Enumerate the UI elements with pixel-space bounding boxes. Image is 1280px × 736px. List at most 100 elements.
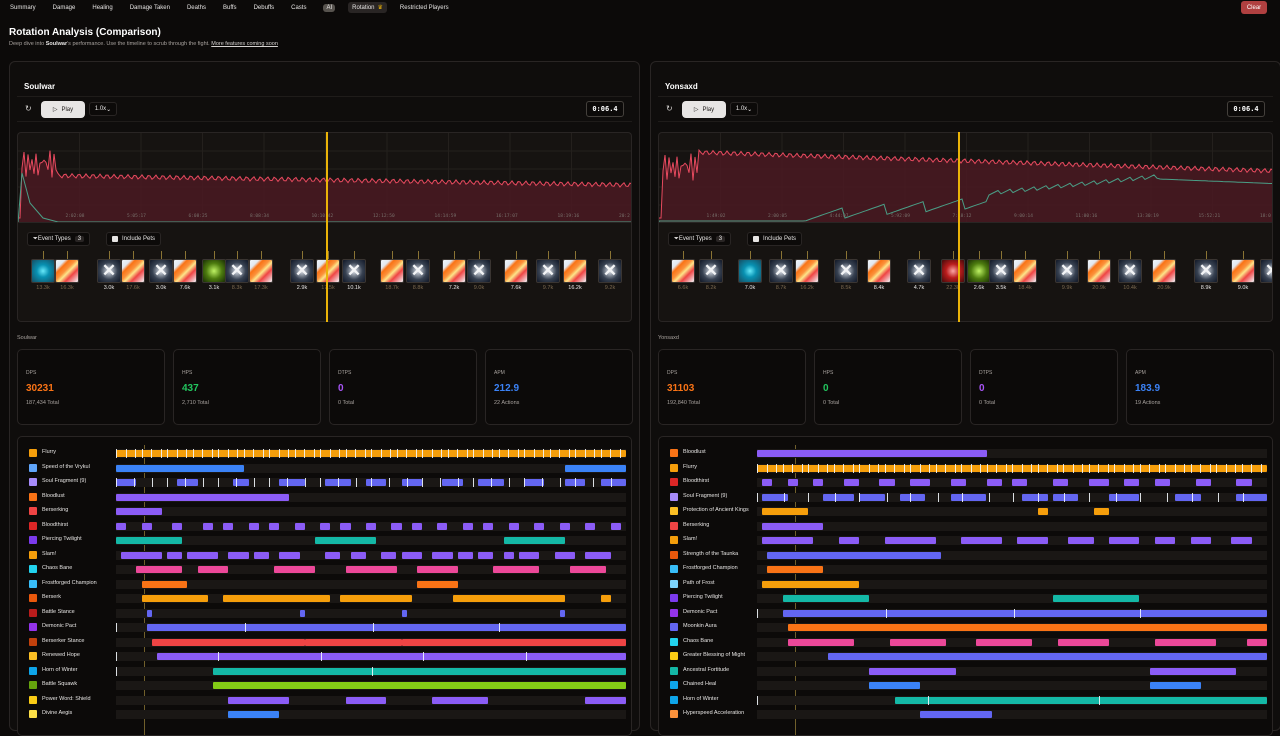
buff-bar[interactable] (141, 595, 208, 602)
buff-bar[interactable] (116, 464, 244, 472)
buff-bar[interactable] (838, 537, 859, 544)
event-spell-icon[interactable] (867, 259, 891, 283)
buff-track[interactable] (116, 608, 626, 618)
buff-bar[interactable] (279, 479, 305, 486)
buff-bar[interactable] (1012, 479, 1028, 486)
buff-bar[interactable] (212, 667, 626, 675)
buff-bar[interactable] (141, 522, 152, 530)
buff-bar[interactable] (116, 493, 290, 501)
buff-bar[interactable] (762, 508, 808, 515)
buff-bar[interactable] (253, 551, 269, 559)
buff-bar[interactable] (961, 537, 1002, 544)
event-spell-icon[interactable] (290, 259, 314, 283)
buff-track[interactable] (757, 579, 1267, 589)
buff-track[interactable] (116, 710, 626, 719)
buff-bar[interactable] (1154, 479, 1171, 486)
buff-bar[interactable] (534, 522, 545, 530)
buff-bar[interactable] (823, 493, 854, 501)
buff-track[interactable] (757, 507, 1267, 516)
buff-bar[interactable] (884, 537, 936, 544)
event-spell-icon[interactable] (504, 259, 528, 283)
buff-track[interactable] (116, 536, 626, 545)
buff-track[interactable] (116, 695, 626, 705)
buff-bar[interactable] (116, 522, 127, 530)
buff-track[interactable] (116, 521, 626, 531)
event-spell-icon[interactable] (834, 259, 858, 283)
event-spell-icon[interactable] (97, 259, 121, 283)
buff-track[interactable] (757, 710, 1267, 719)
play-button[interactable]: ▷ Play (41, 101, 85, 118)
nav-tab-summary[interactable]: Summary (10, 4, 36, 11)
buff-bar[interactable] (340, 595, 412, 602)
event-spell-icon[interactable] (967, 259, 991, 283)
buff-bar[interactable] (518, 551, 540, 559)
buff-bar[interactable] (564, 479, 586, 486)
buff-bar[interactable] (345, 696, 387, 704)
event-spell-icon[interactable] (406, 259, 430, 283)
buff-bar[interactable] (1236, 493, 1267, 501)
buff-bar[interactable] (304, 638, 402, 646)
event-spell-icon[interactable] (121, 259, 145, 283)
buff-bar[interactable] (197, 566, 229, 573)
buff-bar[interactable] (401, 609, 407, 617)
buff-bar[interactable] (554, 551, 575, 559)
buff-bar[interactable] (340, 522, 351, 530)
buff-track[interactable] (757, 594, 1267, 603)
buff-bar[interactable] (141, 580, 188, 588)
buff-bar[interactable] (350, 551, 366, 559)
buff-bar[interactable] (365, 522, 377, 530)
speed-select[interactable]: 1.0x ⌄ (730, 102, 758, 116)
nav-tab-damage[interactable]: Damage (52, 4, 76, 11)
event-spell-icon[interactable] (202, 259, 226, 283)
buff-track[interactable] (757, 449, 1267, 458)
buff-bar[interactable] (950, 479, 967, 486)
buff-bar[interactable] (381, 551, 397, 559)
buff-track[interactable] (116, 579, 626, 589)
buff-bar[interactable] (320, 522, 331, 530)
buff-bar[interactable] (910, 479, 931, 486)
nav-tab-rotation[interactable]: Rotation ♛ (348, 2, 387, 13)
buff-bar[interactable] (202, 522, 213, 530)
buff-track[interactable] (116, 666, 626, 676)
event-spell-icon[interactable] (989, 259, 1013, 283)
buff-bar[interactable] (986, 479, 1002, 486)
buff-bar[interactable] (172, 522, 183, 530)
event-spell-icon[interactable] (671, 259, 695, 283)
buff-bar[interactable] (401, 479, 422, 486)
buff-bar[interactable] (365, 479, 387, 486)
buff-bar[interactable] (1093, 508, 1109, 515)
buff-track[interactable] (757, 536, 1267, 545)
event-spell-icon[interactable] (738, 259, 762, 283)
buff-bar[interactable] (1052, 479, 1069, 486)
buff-bar[interactable] (228, 551, 249, 559)
buff-bar[interactable] (559, 522, 570, 530)
buff-bar[interactable] (177, 479, 198, 486)
buff-bar[interactable] (223, 522, 234, 530)
buff-bar[interactable] (325, 479, 351, 486)
buff-track[interactable] (116, 550, 626, 560)
buff-bar[interactable] (899, 493, 926, 501)
nav-tab-ai[interactable]: AI (319, 3, 339, 13)
buff-bar[interactable] (585, 551, 611, 559)
buff-bar[interactable] (146, 609, 152, 617)
buff-bar[interactable] (920, 711, 992, 718)
buff-bar[interactable] (1195, 479, 1211, 486)
buff-track[interactable] (116, 492, 626, 502)
buff-bar[interactable] (493, 566, 540, 573)
buff-bar[interactable] (325, 551, 341, 559)
buff-track[interactable] (757, 550, 1267, 560)
checkbox-icon[interactable] (753, 236, 759, 242)
buff-track[interactable] (757, 521, 1267, 531)
buff-track[interactable] (116, 449, 626, 458)
buff-bar[interactable] (314, 537, 377, 544)
timeline-cursor[interactable] (958, 132, 960, 322)
event-spell-icon[interactable] (536, 259, 560, 283)
buff-bar[interactable] (869, 682, 921, 689)
buff-track[interactable] (116, 463, 626, 473)
buff-bar[interactable] (146, 624, 626, 631)
buff-bar[interactable] (274, 566, 315, 573)
buff-bar[interactable] (442, 479, 463, 486)
buff-track[interactable] (116, 507, 626, 516)
event-spell-icon[interactable] (1260, 259, 1272, 283)
buff-bar[interactable] (167, 551, 183, 559)
